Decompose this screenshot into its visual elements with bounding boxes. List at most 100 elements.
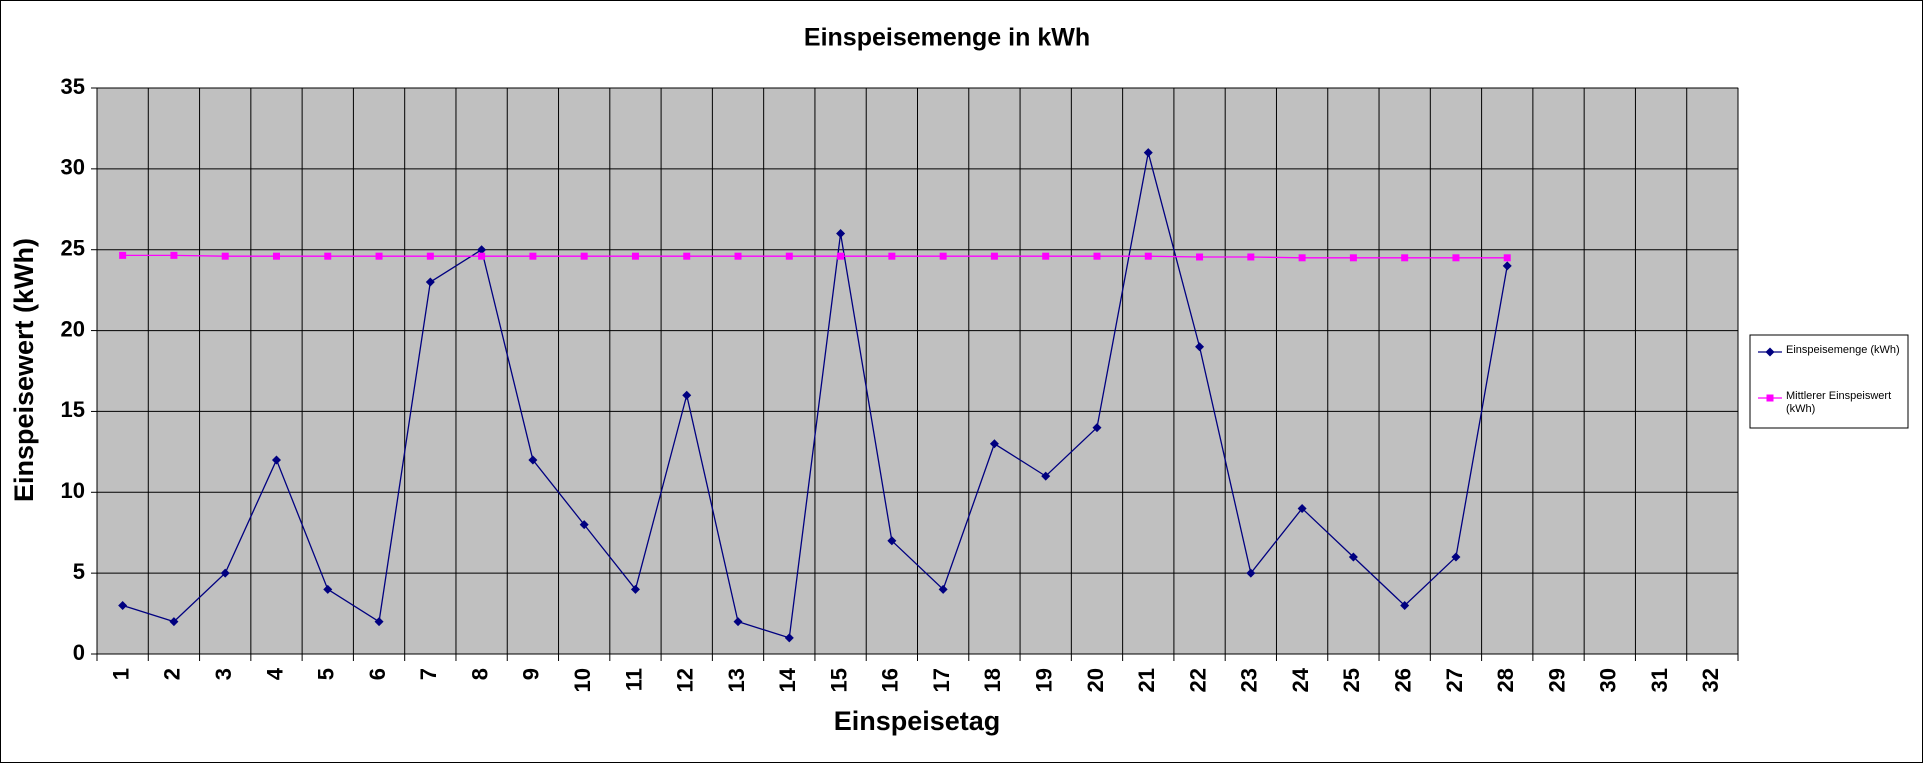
point: [785, 252, 793, 260]
y-tick-label: 15: [61, 397, 85, 422]
point: [1195, 342, 1205, 352]
y-tick-label: 0: [73, 640, 85, 665]
point: [477, 245, 487, 255]
point: [1401, 254, 1409, 262]
point: [478, 252, 486, 260]
point: [375, 252, 383, 260]
point: [1297, 503, 1307, 513]
legend-label-box: Einspeisemenge (kWh): [1786, 344, 1900, 356]
series-line: [122, 152, 1508, 639]
x-tick-label: 22: [1185, 668, 1210, 692]
point: [630, 584, 640, 594]
point: [580, 252, 588, 260]
point: [1349, 254, 1357, 262]
point: [682, 390, 692, 400]
y-tick-label: 35: [61, 74, 85, 99]
point: [1451, 552, 1461, 562]
y-tick-label: 30: [61, 155, 85, 180]
x-tick-label: 1: [108, 668, 133, 680]
point: [119, 251, 127, 259]
point: [887, 536, 897, 546]
x-tick-label: 31: [1647, 668, 1672, 692]
point: [1042, 252, 1050, 260]
point: [272, 252, 280, 260]
x-tick-label: 18: [980, 668, 1005, 692]
point: [220, 568, 230, 578]
x-tick-label: 30: [1596, 668, 1621, 692]
x-tick-label: 16: [878, 668, 903, 692]
point: [169, 617, 179, 627]
x-tick-label: 19: [1032, 668, 1057, 692]
x-tick-label: 23: [1237, 668, 1262, 692]
x-tick-label: 12: [673, 668, 698, 692]
point: [1246, 568, 1256, 578]
point: [734, 252, 742, 260]
x-tick-label: 4: [262, 667, 287, 680]
x-tick-label: 10: [570, 668, 595, 692]
y-tick-label: 10: [61, 478, 85, 503]
series-line: [122, 254, 1508, 259]
point: [425, 277, 435, 287]
point: [989, 439, 999, 449]
point: [170, 251, 178, 259]
y-tick-label: 20: [61, 316, 85, 341]
x-tick-label: 26: [1390, 668, 1415, 692]
chart-title: Einspeisemenge in kWh: [804, 24, 1090, 52]
point: [1041, 471, 1051, 481]
x-tick-label: 3: [211, 668, 236, 680]
point: [1247, 253, 1255, 261]
point: [1502, 261, 1512, 271]
legend: [1749, 334, 1909, 429]
y-tick-label: 5: [73, 559, 85, 584]
point: [836, 229, 846, 239]
legend-label: Einspeisemenge (kWh): [1786, 344, 1900, 356]
x-tick-label: 29: [1544, 668, 1569, 692]
x-tick-label: 9: [519, 668, 544, 680]
x-tick-label: 25: [1339, 668, 1364, 692]
point: [221, 252, 229, 260]
point: [990, 252, 998, 260]
x-axis-label: Einspeisetag: [834, 706, 1001, 736]
point: [1144, 252, 1152, 260]
point: [938, 584, 948, 594]
point: [1765, 347, 1775, 357]
x-tick-label: 2: [160, 668, 185, 680]
point: [1348, 552, 1358, 562]
x-tick-label: 14: [775, 667, 800, 692]
x-tick-label: 21: [1134, 668, 1159, 692]
point: [426, 252, 434, 260]
point: [1400, 600, 1410, 610]
y-tick-label: 25: [61, 236, 85, 261]
x-tick-label: 17: [929, 668, 954, 692]
x-tick-label: 6: [365, 668, 390, 680]
x-tick-label: 5: [314, 668, 339, 680]
legend-label: Mittlerer Einspeiswert (kWh): [1786, 390, 1892, 415]
x-tick-label: 24: [1288, 667, 1313, 692]
point: [1298, 254, 1306, 262]
point: [1503, 254, 1511, 262]
x-tick-label: 8: [467, 668, 492, 680]
point: [324, 252, 332, 260]
point: [1093, 252, 1101, 260]
x-tick-label: 20: [1083, 668, 1108, 692]
point: [1092, 423, 1102, 433]
x-tick-label: 13: [724, 668, 749, 692]
point: [888, 252, 896, 260]
x-tick-label: 32: [1698, 668, 1723, 692]
point: [271, 455, 281, 465]
point: [939, 252, 947, 260]
point: [1143, 148, 1153, 158]
point: [118, 600, 128, 610]
point: [529, 252, 537, 260]
point: [1196, 253, 1204, 261]
x-tick-label: 27: [1442, 668, 1467, 692]
x-tick-label: 15: [826, 668, 851, 692]
point: [374, 617, 384, 627]
point: [323, 584, 333, 594]
x-tick-label: 28: [1493, 668, 1518, 692]
x-tick-label: 7: [416, 668, 441, 680]
point: [733, 617, 743, 627]
point: [631, 252, 639, 260]
point: [837, 252, 845, 260]
